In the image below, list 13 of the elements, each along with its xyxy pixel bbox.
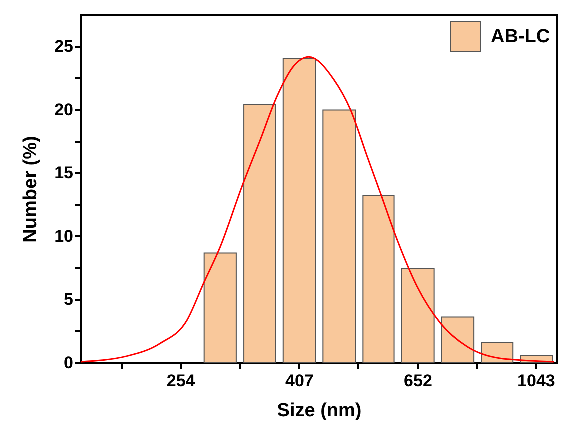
legend-label: AB-LC	[491, 26, 550, 48]
y-tick-label: 0	[64, 354, 74, 372]
y-tick-label: 25	[54, 37, 74, 56]
y-tick-label: 15	[54, 164, 74, 183]
x-tick-label: 1043	[518, 372, 556, 390]
y-tick-label: 20	[54, 100, 74, 120]
x-axis-title: Size (nm)	[277, 400, 362, 422]
y-axis-title: Number (%)	[20, 136, 42, 243]
y-tick-label: 10	[54, 226, 74, 246]
x-tick-label: 254	[166, 372, 196, 390]
x-tick-label: 407	[285, 372, 314, 390]
x-tick-label: 652	[404, 372, 432, 390]
y-tick-label: 5	[64, 290, 74, 310]
